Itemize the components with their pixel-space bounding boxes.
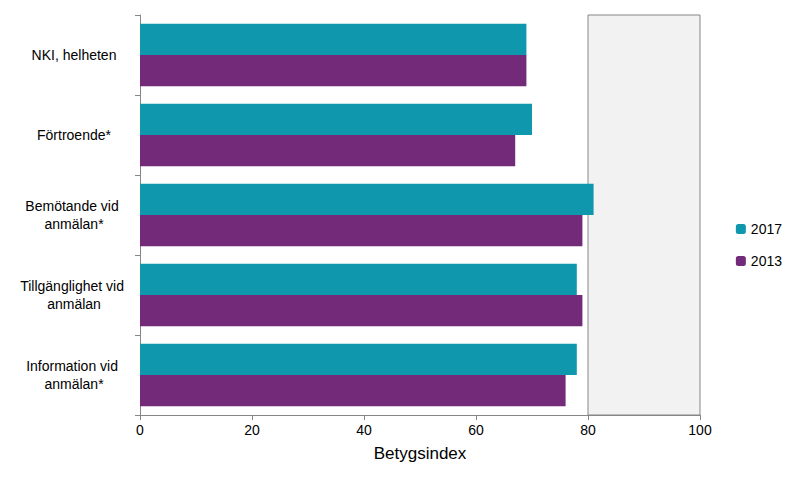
svg-text:anmälan*: anmälan*: [44, 216, 104, 232]
svg-text:Betygsindex: Betygsindex: [374, 444, 467, 463]
svg-text:2013: 2013: [751, 253, 782, 269]
svg-text:NKI, helheten: NKI, helheten: [32, 47, 117, 63]
svg-text:40: 40: [356, 422, 372, 438]
svg-text:2017: 2017: [751, 221, 782, 237]
svg-text:anmälan: anmälan: [47, 296, 101, 312]
svg-text:anmälan*: anmälan*: [44, 376, 104, 392]
svg-text:Förtroende*: Förtroende*: [37, 127, 111, 143]
svg-text:100: 100: [688, 422, 712, 438]
svg-text:Bemötande vid: Bemötande vid: [25, 198, 122, 214]
svg-text:0: 0: [136, 422, 144, 438]
svg-text:Tillgänglighet vid: Tillgänglighet vid: [20, 278, 128, 294]
svg-text:60: 60: [468, 422, 484, 438]
svg-text:Information vid: Information vid: [26, 358, 122, 374]
svg-text:80: 80: [580, 422, 596, 438]
svg-text:20: 20: [244, 422, 260, 438]
